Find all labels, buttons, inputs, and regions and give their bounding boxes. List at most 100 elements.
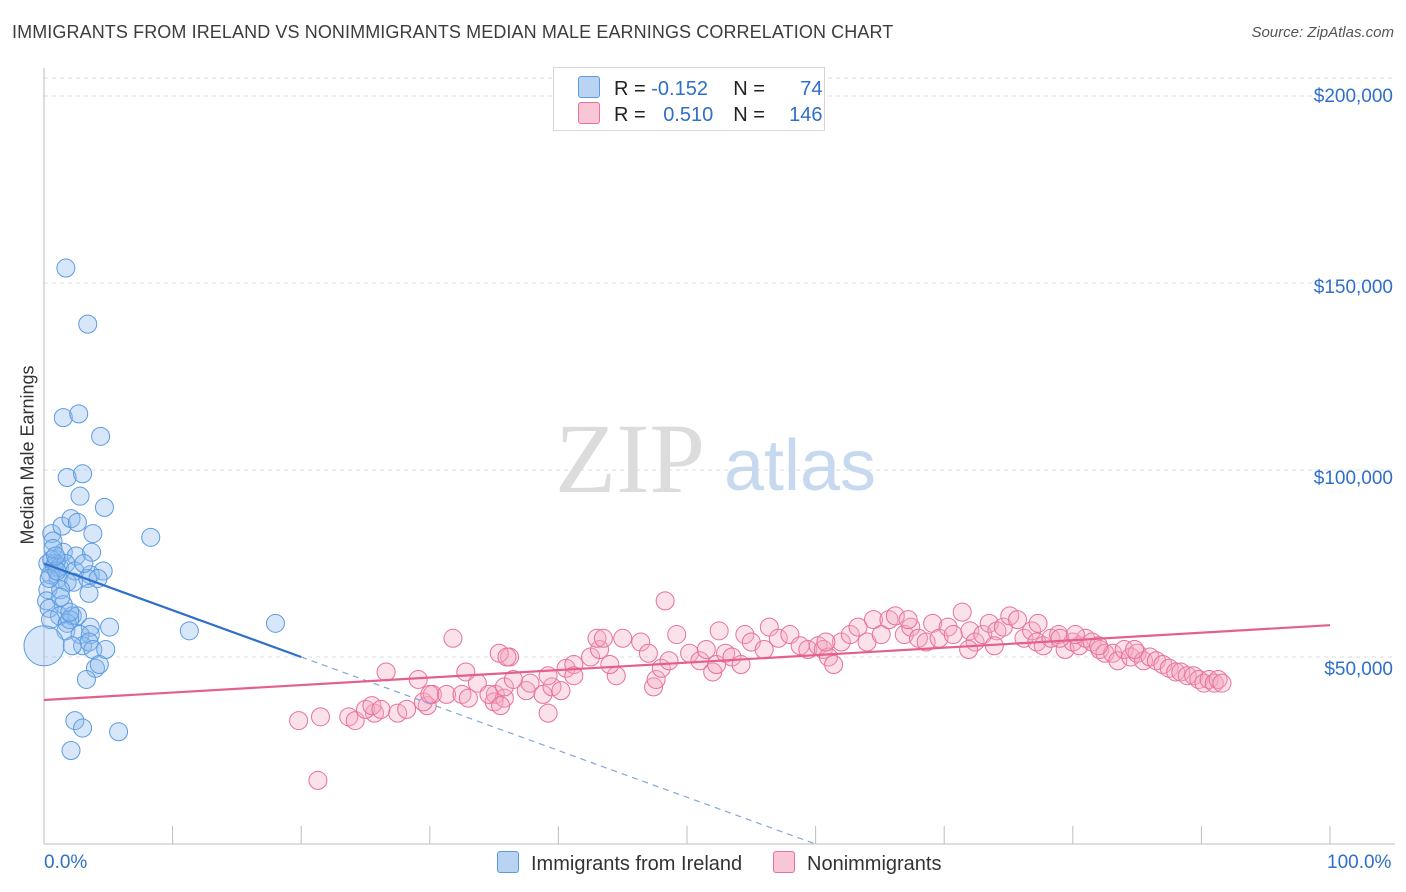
point-nonimmigrants-142: [1125, 640, 1145, 660]
point-ireland-72: [46, 546, 66, 566]
point-ireland-15: [83, 524, 103, 544]
y-tick-label-100000: $100,000: [1313, 468, 1393, 489]
point-nonimmigrants-81: [901, 617, 921, 637]
legend-r-value-ireland: -0.152: [651, 78, 708, 100]
legend-n-label: N =: [733, 104, 771, 126]
y-tick-label-150000: $150,000: [1313, 277, 1393, 298]
point-nonimmigrants-139: [1050, 628, 1070, 648]
point-nonimmigrants-136: [959, 640, 979, 660]
point-ireland-2: [53, 408, 73, 428]
point-ireland-61: [179, 621, 199, 641]
point-nonimmigrants-71: [824, 654, 844, 674]
point-nonimmigrants-11: [420, 684, 440, 704]
legend-swatch-ireland: [578, 76, 600, 98]
bottom-legend-swatch-ireland: [497, 851, 519, 873]
point-nonimmigrants-128: [1208, 669, 1228, 689]
point-nonimmigrants-135: [898, 610, 918, 630]
point-nonimmigrants-145: [376, 662, 396, 682]
point-ireland-62: [265, 613, 285, 633]
point-ireland-51: [80, 625, 100, 645]
point-ireland-5: [57, 467, 77, 487]
legend-r-value-nonimmigrants: 0.510: [663, 104, 714, 126]
point-nonimmigrants-34: [538, 703, 558, 723]
point-nonimmigrants-88: [952, 602, 972, 622]
point-nonimmigrants-112: [1114, 640, 1134, 660]
point-nonimmigrants-127: [1204, 673, 1224, 693]
point-ireland-59: [89, 654, 109, 674]
watermark: ZIP atlas: [555, 403, 876, 514]
point-nonimmigrants-33: [491, 696, 511, 716]
point-ireland-47: [80, 617, 100, 637]
point-nonimmigrants-50: [655, 591, 675, 611]
point-nonimmigrants-0: [339, 707, 359, 727]
bottom-legend-nonimmigrants: Nonimmigrants: [773, 851, 941, 876]
gridlines: [44, 77, 1395, 658]
point-nonimmigrants-80: [894, 625, 914, 645]
bottom-legend-label-nonimmigrants: Nonimmigrants: [807, 853, 942, 875]
point-nonimmigrants-54: [696, 640, 716, 660]
point-nonimmigrants-14: [437, 684, 457, 704]
point-nonimmigrants-7: [397, 699, 417, 719]
point-nonimmigrants-83: [916, 632, 936, 652]
point-nonimmigrants-130: [443, 628, 463, 648]
x-tick-label-max: 100.0%: [1327, 852, 1392, 873]
point-ireland-66: [61, 741, 81, 760]
point-nonimmigrants-60: [735, 625, 755, 645]
point-ireland-54: [62, 636, 82, 656]
point-nonimmigrants-138: [1028, 613, 1048, 633]
point-nonimmigrants-119: [1159, 658, 1179, 678]
point-ireland-70: [60, 602, 80, 622]
point-nonimmigrants-93: [987, 621, 1007, 641]
point-nonimmigrants-3: [356, 699, 375, 719]
point-nonimmigrants-77: [871, 625, 891, 645]
point-nonimmigrants-44: [631, 632, 651, 652]
source-label: Source: ZipAtlas.com: [1251, 24, 1394, 41]
point-nonimmigrants-78: [879, 610, 899, 630]
point-ireland-18: [66, 546, 86, 566]
point-nonimmigrants-32: [479, 684, 499, 704]
point-nonimmigrants-13: [310, 707, 330, 727]
chart-title: IMMIGRANTS FROM IRELAND VS NONIMMIGRANTS…: [12, 22, 894, 42]
point-nonimmigrants-76: [863, 610, 883, 630]
point-ireland-3: [69, 404, 89, 424]
point-nonimmigrants-49: [667, 625, 687, 645]
point-nonimmigrants-64: [768, 628, 788, 648]
series-nonimmigrants-points: [289, 591, 1232, 790]
y-axis-title: Median Male Earnings: [17, 365, 38, 545]
point-nonimmigrants-37: [564, 666, 584, 686]
watermark-atlas: atlas: [724, 426, 876, 506]
bottom-legend-swatch-nonimmigrants: [773, 851, 795, 873]
point-nonimmigrants-17: [458, 688, 478, 708]
point-nonimmigrants-45: [644, 677, 664, 697]
point-nonimmigrants-15: [452, 684, 472, 704]
point-nonimmigrants-92: [979, 613, 999, 633]
legend-row-ireland: R = -0.152 N = 74: [578, 76, 823, 100]
point-nonimmigrants-67: [798, 640, 818, 660]
point-ireland-0: [56, 258, 76, 278]
point-ireland-10: [42, 524, 62, 544]
point-nonimmigrants-5: [371, 699, 391, 719]
point-nonimmigrants-131: [497, 647, 517, 667]
y-tick-label-200000: $200,000: [1313, 86, 1393, 107]
point-nonimmigrants-89: [960, 621, 980, 641]
x-axis: [43, 826, 1395, 845]
point-nonimmigrants-105: [1069, 636, 1089, 656]
trend-lines: [43, 562, 1331, 845]
point-nonimmigrants-124: [1189, 669, 1209, 689]
point-nonimmigrants-111: [1108, 651, 1128, 671]
point-ireland-13: [61, 509, 81, 529]
legend-row-nonimmigrants: R = 0.510 N = 146: [578, 102, 823, 126]
point-nonimmigrants-57: [716, 643, 736, 663]
point-ireland-8: [94, 497, 114, 517]
point-ireland-9: [141, 527, 161, 547]
point-ireland-6: [73, 464, 93, 484]
point-nonimmigrants-96: [1008, 610, 1028, 630]
point-nonimmigrants-46: [646, 669, 666, 689]
point-ireland-65: [109, 722, 129, 742]
point-nonimmigrants-122: [1177, 666, 1197, 686]
point-nonimmigrants-129: [1212, 673, 1232, 693]
point-nonimmigrants-121: [1171, 662, 1191, 682]
legend-r-label: R =: [614, 78, 652, 100]
point-nonimmigrants-107: [1082, 632, 1102, 652]
